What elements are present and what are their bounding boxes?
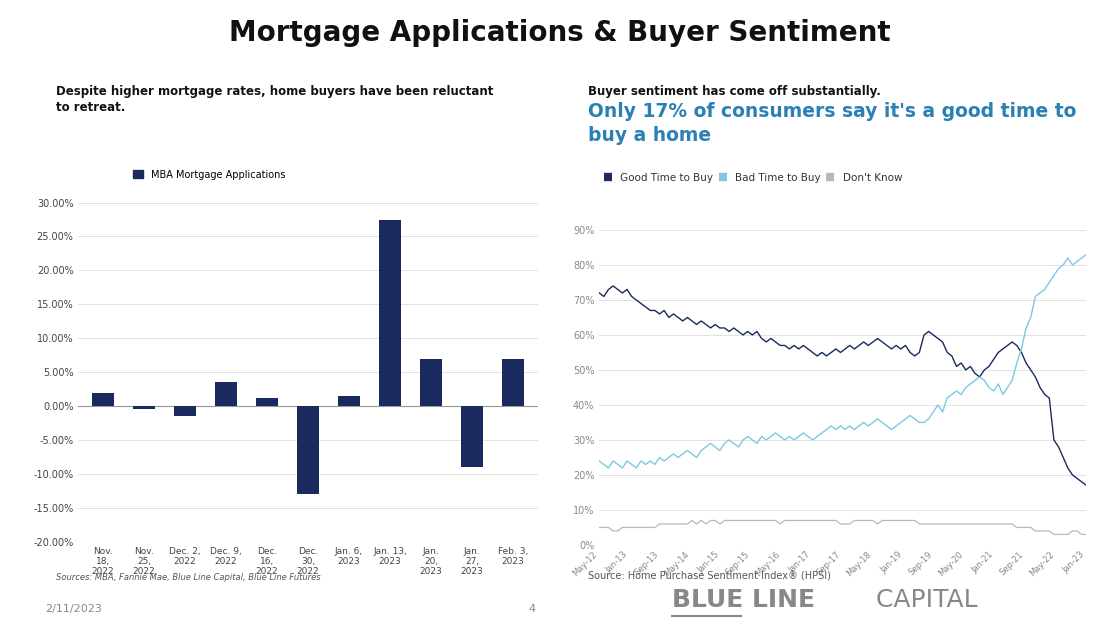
Bar bbox=[133, 406, 156, 410]
Bar bbox=[174, 406, 196, 416]
Text: Buyer sentiment has come off substantially.: Buyer sentiment has come off substantial… bbox=[588, 85, 880, 98]
Bar bbox=[379, 219, 401, 406]
Legend: MBA Mortgage Applications: MBA Mortgage Applications bbox=[129, 166, 289, 183]
Text: 4: 4 bbox=[529, 604, 535, 614]
Bar bbox=[420, 358, 442, 406]
Text: BLUE LINE: BLUE LINE bbox=[672, 588, 815, 612]
Text: CAPITAL: CAPITAL bbox=[868, 588, 978, 612]
Bar bbox=[338, 396, 361, 406]
Bar bbox=[255, 398, 278, 406]
Text: Sources: MBA, Fannie Mae, Blue Line Capital, Blue Line Futures: Sources: MBA, Fannie Mae, Blue Line Capi… bbox=[56, 573, 320, 582]
Text: buy a home: buy a home bbox=[588, 126, 711, 145]
Text: 2/11/2023: 2/11/2023 bbox=[45, 604, 102, 614]
Legend: Good Time to Buy, Bad Time to Buy, Don't Know: Good Time to Buy, Bad Time to Buy, Don't… bbox=[599, 169, 906, 187]
Bar bbox=[297, 406, 319, 495]
Text: Source: Home Purchase Sentiment Index® (HPSI): Source: Home Purchase Sentiment Index® (… bbox=[588, 570, 831, 580]
Bar bbox=[460, 406, 483, 467]
Bar bbox=[502, 358, 524, 406]
Bar bbox=[92, 392, 114, 406]
Bar bbox=[215, 382, 237, 406]
Text: Only 17% of consumers say it's a good time to: Only 17% of consumers say it's a good ti… bbox=[588, 102, 1076, 121]
Text: to retreat.: to retreat. bbox=[56, 101, 125, 114]
Text: Mortgage Applications & Buyer Sentiment: Mortgage Applications & Buyer Sentiment bbox=[230, 19, 890, 47]
Text: Despite higher mortgage rates, home buyers have been reluctant: Despite higher mortgage rates, home buye… bbox=[56, 85, 494, 98]
